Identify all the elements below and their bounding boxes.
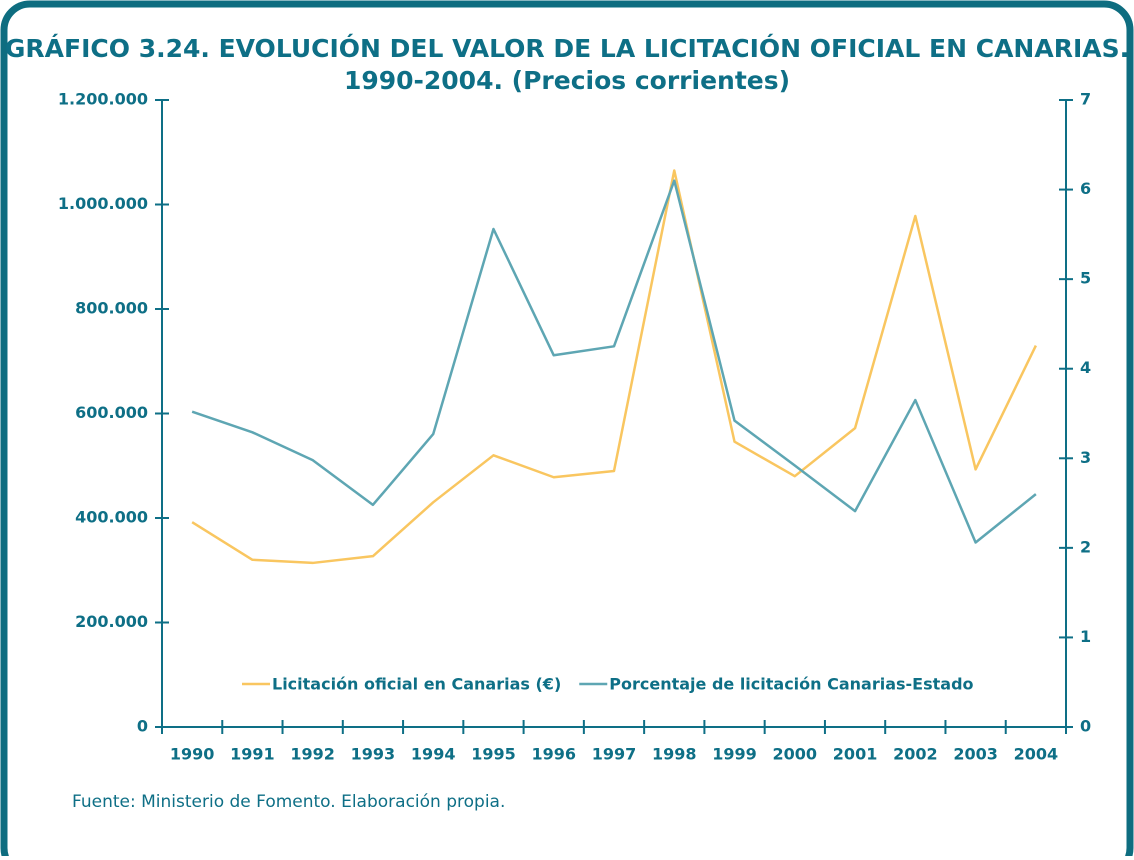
x-tick-label: 1994 [411, 745, 456, 764]
x-tick-label: 1997 [592, 745, 637, 764]
x-tick-label: 1996 [531, 745, 576, 764]
y2-tick-label: 2 [1080, 537, 1091, 556]
x-tick-label: 2000 [773, 745, 818, 764]
series-line [191, 179, 1037, 544]
x-tick-label: 2003 [953, 745, 998, 764]
y-tick-label: 0 [137, 717, 148, 736]
chart-subtitle: 1990-2004. (Precios corrientes) [344, 66, 790, 95]
x-tick-label: 1998 [652, 745, 697, 764]
y-tick-label: 200.000 [75, 612, 148, 631]
y-tick-label: 1.200.000 [58, 90, 148, 109]
x-tick-label: 1999 [712, 745, 757, 764]
source: Fuente: Ministerio de Fomento. Elaboraci… [72, 792, 505, 812]
y2-tick-label: 0 [1080, 717, 1091, 736]
x-tick-label: 1992 [290, 745, 335, 764]
y2-tick-label: 7 [1080, 90, 1091, 109]
chart-title: GRÁFICO 3.24. EVOLUCIÓN DEL VALOR DE LA … [5, 33, 1129, 63]
x-tick-label: 1991 [230, 745, 275, 764]
y2-tick-label: 3 [1080, 448, 1091, 467]
x-tick-label: 2002 [893, 745, 938, 764]
y-tick-label: 1.000.000 [58, 194, 148, 213]
legend-label: Porcentaje de licitación Canarias-Estado [609, 675, 973, 694]
x-tick-label: 1993 [351, 745, 396, 764]
x-tick-label: 1995 [471, 745, 516, 764]
y-tick-label: 400.000 [75, 508, 148, 527]
y2-tick-label: 5 [1080, 269, 1091, 288]
legend-label: Licitación oficial en Canarias (€) [272, 675, 561, 694]
y2-tick-label: 6 [1080, 179, 1091, 198]
x-tick-label: 1990 [170, 745, 215, 764]
y2-tick-label: 1 [1080, 627, 1091, 646]
series-line [191, 169, 1037, 565]
y-tick-label: 800.000 [75, 299, 148, 318]
x-tick-label: 2001 [833, 745, 878, 764]
y2-tick-label: 4 [1080, 358, 1091, 377]
y-tick-label: 600.000 [75, 403, 148, 422]
x-tick-label: 2004 [1014, 745, 1059, 764]
